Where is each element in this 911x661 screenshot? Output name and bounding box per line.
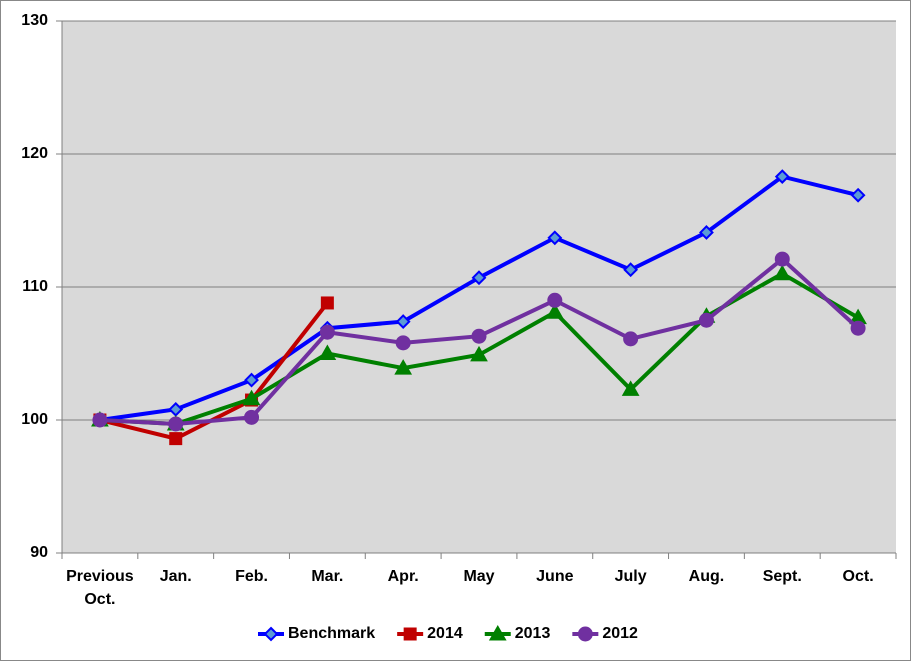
data-point bbox=[470, 345, 488, 362]
y-tick-label: 100 bbox=[21, 411, 48, 428]
data-point bbox=[244, 372, 259, 388]
legend-marker bbox=[263, 626, 279, 642]
data-point bbox=[547, 292, 563, 308]
data-point bbox=[320, 296, 334, 310]
x-tick-label: Sept. bbox=[763, 568, 802, 585]
data-point bbox=[471, 270, 487, 286]
x-tick-label: Oct. bbox=[843, 568, 874, 585]
legend-label: Benchmark bbox=[288, 625, 375, 642]
legend-marker bbox=[577, 626, 593, 642]
data-point bbox=[242, 389, 261, 406]
x-tick-label: May bbox=[463, 568, 494, 585]
data-point bbox=[168, 416, 184, 432]
x-tick-label: Jan. bbox=[160, 568, 192, 585]
data-point bbox=[169, 432, 183, 446]
data-point bbox=[774, 169, 790, 185]
y-tick-label: 120 bbox=[21, 145, 48, 162]
data-point bbox=[244, 409, 260, 425]
legend-label: 2013 bbox=[515, 625, 551, 642]
data-point bbox=[773, 264, 792, 281]
data-point bbox=[471, 328, 487, 344]
data-point bbox=[850, 320, 866, 336]
data-point bbox=[319, 324, 335, 340]
legend-marker bbox=[403, 627, 417, 641]
legend-label: 2012 bbox=[602, 625, 638, 642]
y-tick-label: 110 bbox=[22, 278, 48, 295]
legend-marker bbox=[488, 624, 507, 641]
data-point bbox=[318, 344, 337, 360]
y-tick-label: 90 bbox=[30, 544, 48, 561]
data-point bbox=[92, 412, 108, 428]
data-point bbox=[698, 312, 714, 328]
data-point bbox=[547, 230, 563, 246]
x-tick-label: Apr. bbox=[388, 568, 419, 585]
data-point bbox=[623, 331, 639, 347]
data-point bbox=[395, 335, 411, 351]
data-point bbox=[621, 380, 640, 396]
x-tick-label: Feb. bbox=[235, 568, 268, 585]
data-point bbox=[850, 187, 866, 203]
x-tick-label: Previous Oct. bbox=[66, 568, 134, 608]
data-point bbox=[394, 359, 413, 375]
data-point bbox=[623, 262, 639, 278]
x-tick-label: June bbox=[536, 568, 573, 585]
x-tick-label: Aug. bbox=[689, 568, 725, 585]
legend-label: 2014 bbox=[427, 625, 463, 642]
data-point bbox=[395, 314, 411, 329]
data-point bbox=[774, 251, 790, 267]
data-point bbox=[699, 225, 714, 240]
y-tick-label: 130 bbox=[21, 12, 48, 29]
x-tick-label: July bbox=[615, 568, 647, 585]
x-tick-label: Mar. bbox=[311, 568, 343, 585]
data-point bbox=[545, 303, 564, 319]
